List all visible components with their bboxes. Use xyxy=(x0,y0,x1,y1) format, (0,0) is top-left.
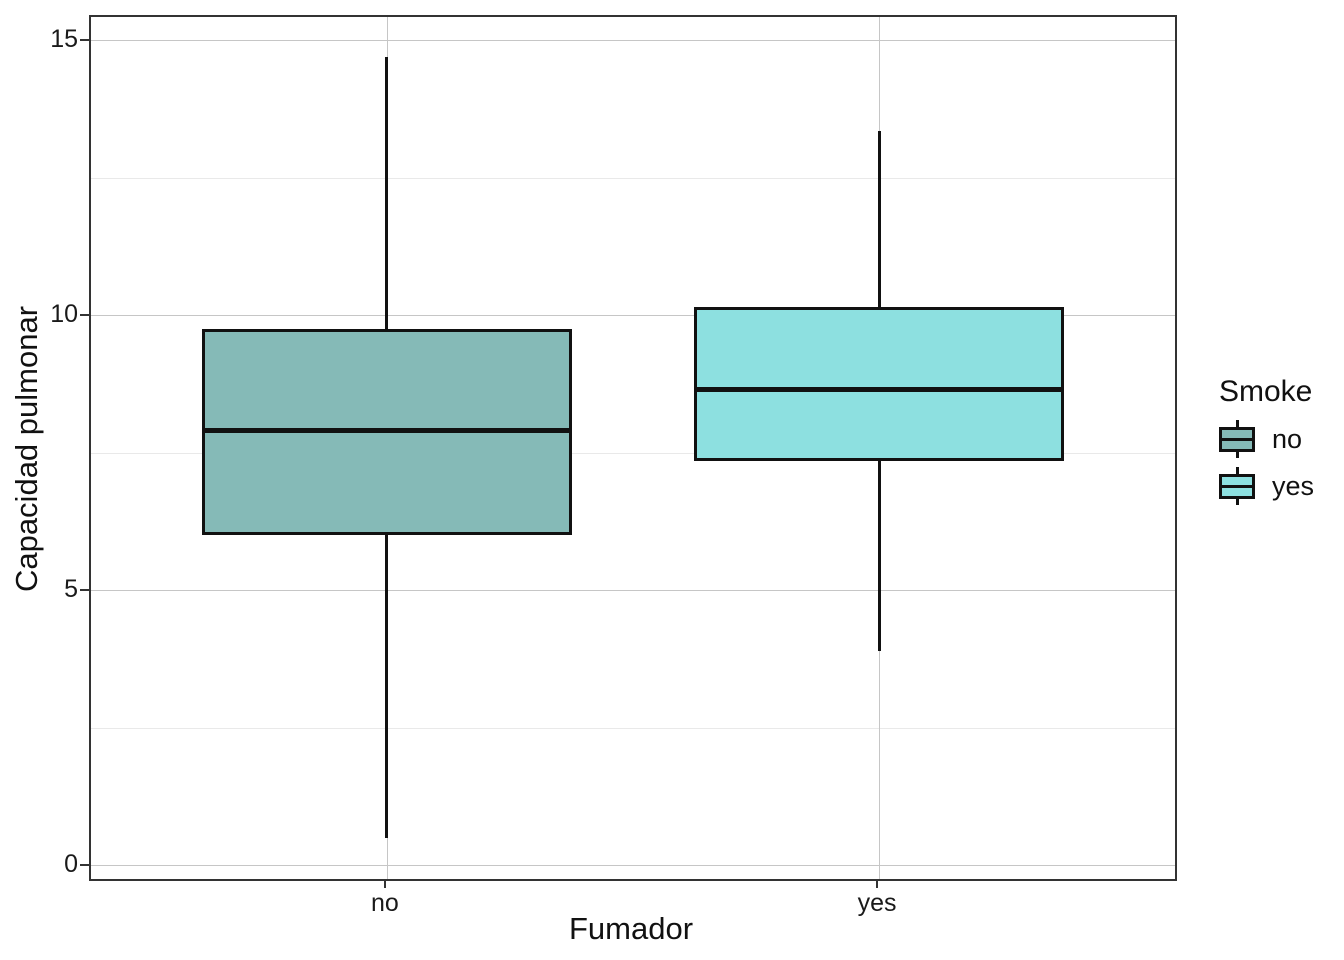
legend-title: Smoke xyxy=(1219,375,1313,408)
x-tick-label: no xyxy=(371,889,399,917)
gridline-major xyxy=(91,865,1175,866)
legend-keys: no yes xyxy=(1219,420,1314,505)
boxplot-median xyxy=(201,428,572,433)
gridline-minor xyxy=(91,452,1175,454)
boxplot-key-icon xyxy=(1219,467,1255,505)
boxplot-box xyxy=(694,306,1065,461)
key-median xyxy=(1219,438,1255,441)
y-tick-label: 10 xyxy=(50,300,78,328)
x-tick-label: yes xyxy=(857,889,897,917)
y-tick-label: 0 xyxy=(64,850,78,878)
legend-entry: no xyxy=(1219,420,1314,458)
gridline-major xyxy=(91,590,1175,591)
boxplot-key-icon xyxy=(1219,420,1255,458)
x-tick-mark xyxy=(876,879,879,888)
y-tick-mark xyxy=(80,39,89,41)
boxplot-median xyxy=(694,386,1065,392)
y-tick-label: 15 xyxy=(50,25,78,53)
y-axis-title: Capacidad pulmonar xyxy=(9,305,44,593)
legend-entry: yes xyxy=(1219,467,1314,505)
y-tick-label: 5 xyxy=(64,575,78,603)
gridline-minor xyxy=(91,177,1175,179)
gridline-major xyxy=(91,315,1175,316)
legend-entry-label: no xyxy=(1272,423,1303,454)
x-axis-title: Fumador xyxy=(568,911,694,946)
y-tick-mark xyxy=(80,314,89,316)
plot-panel xyxy=(89,15,1177,881)
x-tick-mark xyxy=(383,879,386,888)
gridline-major xyxy=(91,40,1175,41)
legend: Smoke no yes xyxy=(1219,374,1314,505)
y-tick-mark xyxy=(80,589,89,591)
key-median xyxy=(1219,485,1255,488)
gridline-minor xyxy=(91,727,1175,729)
legend-entry-label: yes xyxy=(1272,470,1315,501)
y-tick-mark xyxy=(80,864,89,866)
